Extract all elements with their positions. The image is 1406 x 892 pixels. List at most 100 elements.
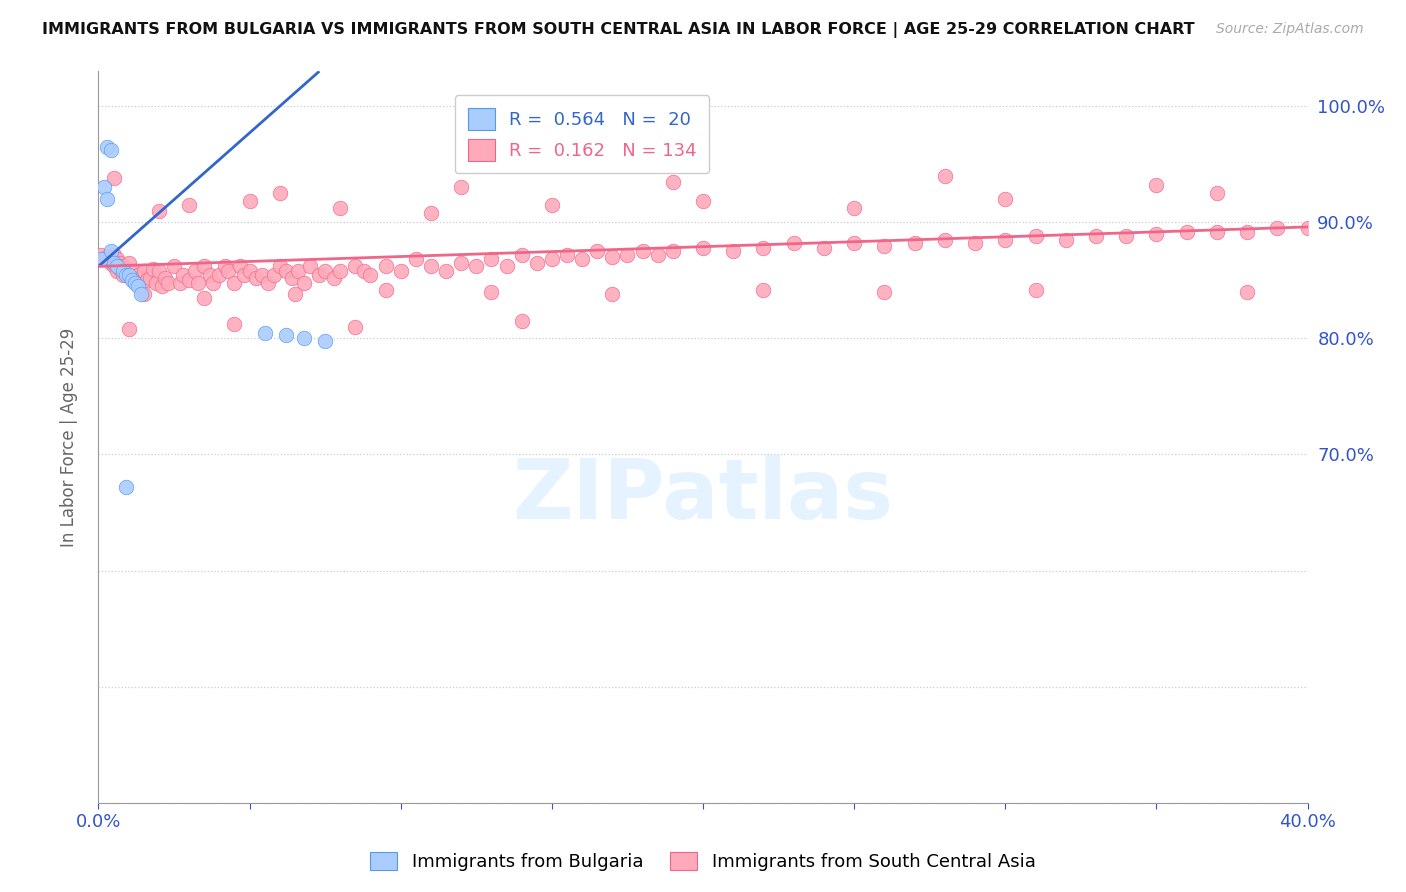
Point	[127, 268, 149, 282]
Point	[105, 252, 128, 267]
Point	[434, 264, 457, 278]
Point	[169, 276, 191, 290]
Point	[813, 241, 835, 255]
Point	[934, 233, 956, 247]
Point	[232, 268, 254, 282]
Point	[145, 276, 167, 290]
Point	[139, 271, 162, 285]
Point	[844, 202, 866, 216]
Point	[214, 260, 236, 274]
Legend: R =  0.564   N =  20, R =  0.162   N = 134: R = 0.564 N = 20, R = 0.162 N = 134	[456, 95, 709, 173]
Point	[495, 260, 517, 274]
Point	[103, 248, 125, 262]
Point	[1236, 285, 1258, 299]
Point	[374, 283, 396, 297]
Point	[647, 248, 669, 262]
Point	[118, 268, 141, 282]
Point	[616, 248, 638, 262]
Point	[994, 233, 1017, 247]
Point	[129, 287, 152, 301]
Point	[105, 264, 128, 278]
Point	[245, 271, 267, 285]
Point	[118, 256, 141, 270]
Point	[150, 279, 173, 293]
Point	[314, 264, 336, 278]
Point	[1144, 178, 1167, 193]
Point	[163, 260, 186, 274]
Point	[124, 276, 146, 290]
Point	[481, 285, 503, 299]
Point	[118, 268, 141, 282]
Point	[193, 291, 215, 305]
Point	[148, 203, 170, 218]
Point	[121, 271, 143, 285]
Point	[135, 273, 157, 287]
Point	[253, 326, 276, 340]
Point	[602, 287, 624, 301]
Point	[631, 244, 654, 259]
Point	[308, 268, 330, 282]
Point	[132, 287, 155, 301]
Point	[904, 236, 927, 251]
Point	[292, 331, 315, 345]
Point	[1206, 225, 1229, 239]
Point	[540, 198, 562, 212]
Point	[1206, 186, 1229, 201]
Point	[200, 268, 222, 282]
Point	[187, 276, 209, 290]
Point	[555, 248, 578, 262]
Point	[156, 276, 179, 290]
Point	[96, 192, 118, 206]
Point	[153, 271, 176, 285]
Point	[1144, 227, 1167, 241]
Point	[873, 285, 896, 299]
Point	[179, 273, 201, 287]
Point	[250, 268, 273, 282]
Point	[114, 261, 136, 276]
Point	[692, 194, 714, 209]
Point	[1054, 233, 1077, 247]
Point	[121, 273, 143, 287]
Point	[526, 256, 548, 270]
Y-axis label: In Labor Force | Age 25-29: In Labor Force | Age 25-29	[59, 327, 77, 547]
Point	[481, 252, 503, 267]
Point	[90, 252, 112, 267]
Point	[100, 144, 122, 158]
Point	[1024, 229, 1046, 244]
Point	[193, 260, 215, 274]
Point	[844, 236, 866, 251]
Point	[172, 268, 194, 282]
Point	[1024, 283, 1046, 297]
Text: Source: ZipAtlas.com: Source: ZipAtlas.com	[1216, 22, 1364, 37]
Point	[93, 252, 115, 267]
Point	[224, 276, 246, 290]
Point	[142, 261, 165, 276]
Point	[405, 252, 427, 267]
Point	[263, 268, 285, 282]
Point	[323, 271, 346, 285]
Point	[1175, 225, 1198, 239]
Point	[239, 194, 262, 209]
Point	[450, 180, 472, 194]
Point	[108, 261, 131, 276]
Point	[965, 236, 987, 251]
Point	[269, 186, 291, 201]
Point	[329, 264, 352, 278]
Point	[752, 241, 775, 255]
Point	[661, 175, 683, 189]
Point	[602, 250, 624, 264]
Point	[224, 318, 246, 332]
Point	[571, 252, 593, 267]
Point	[127, 279, 149, 293]
Point	[103, 256, 125, 270]
Point	[111, 260, 134, 274]
Point	[314, 334, 336, 348]
Point	[118, 322, 141, 336]
Point	[108, 256, 131, 270]
Point	[179, 198, 201, 212]
Text: ZIPatlas: ZIPatlas	[513, 455, 893, 536]
Point	[96, 250, 118, 264]
Point	[420, 206, 443, 220]
Point	[124, 264, 146, 278]
Point	[934, 169, 956, 183]
